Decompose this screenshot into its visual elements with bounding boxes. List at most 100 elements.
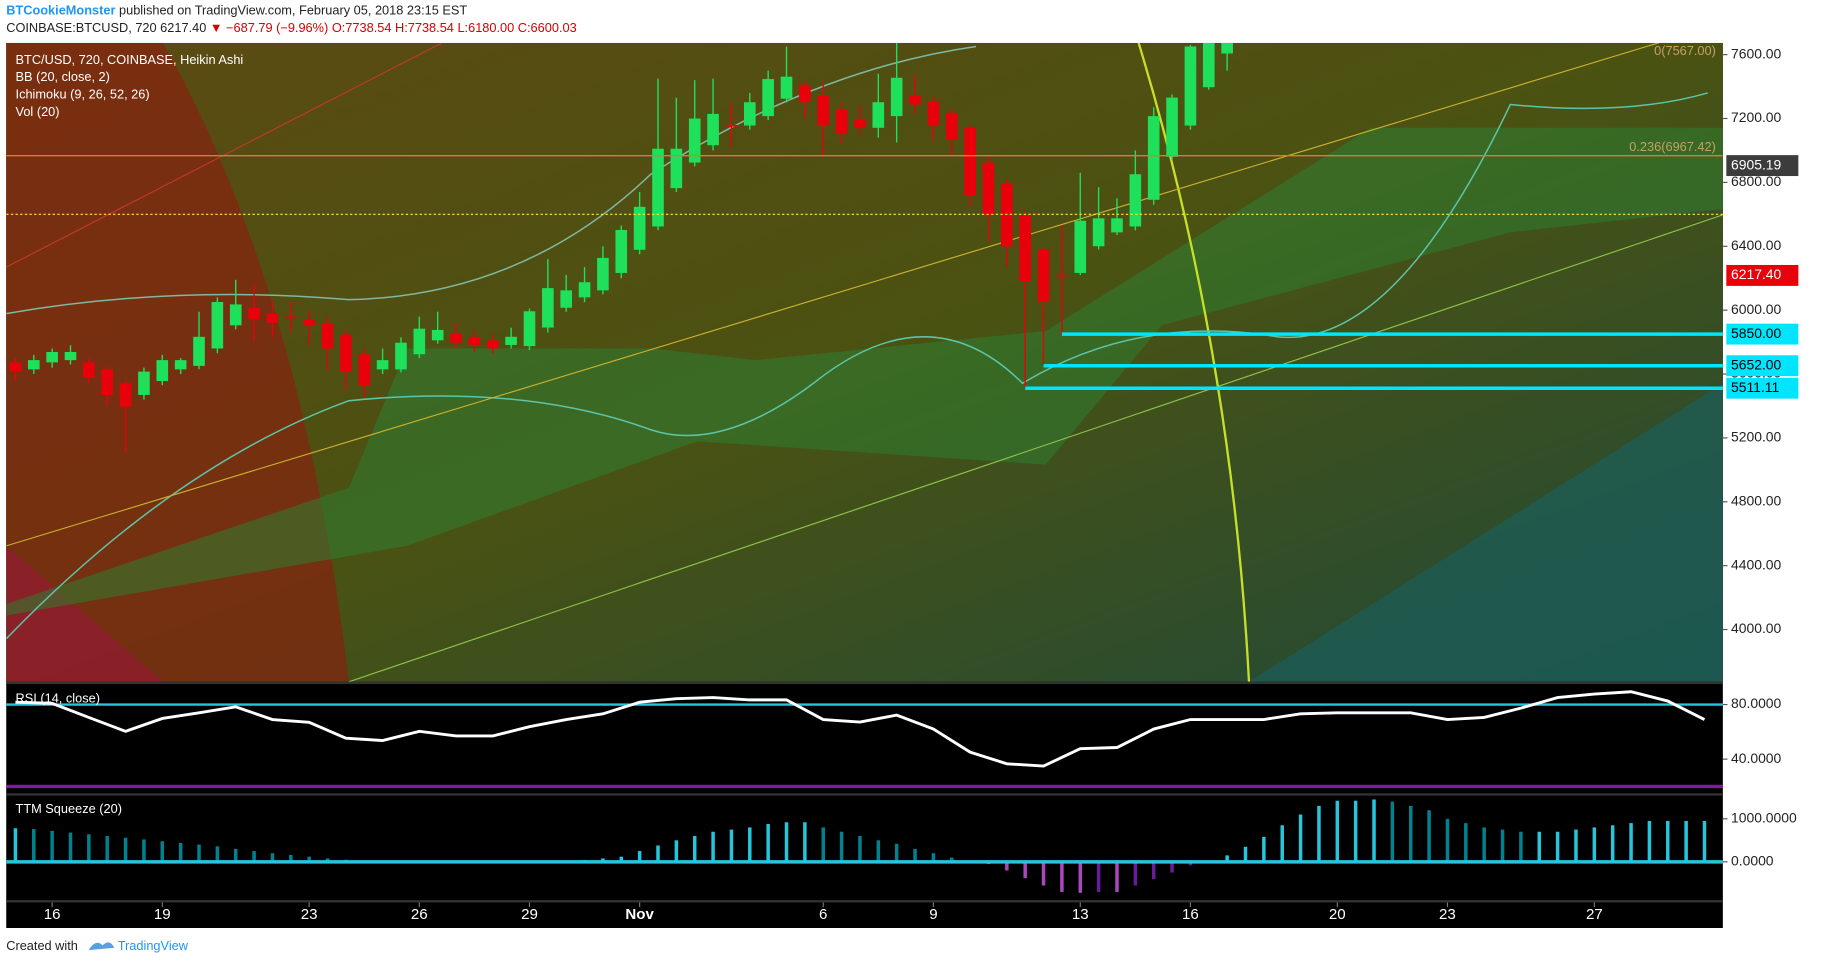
level-label: 5511.11 [1731,379,1780,395]
author: BTCookieMonster [6,3,115,18]
candle-body [211,302,224,349]
candle-body [707,113,719,146]
candle-body [762,79,774,117]
channel-line [6,42,1660,547]
y-tick-label: 1000.0000 [1731,810,1797,826]
y-tick-label: 80.0000 [1731,695,1782,711]
squeeze-bar [839,831,844,862]
squeeze-bar [105,836,109,862]
squeeze-bar [1096,861,1101,892]
squeeze-bar [803,822,807,862]
pane-title: RSI (14, close) [16,691,100,706]
squeeze-bar [711,831,715,862]
squeeze-bar [13,828,18,862]
candle-body [1202,42,1215,88]
y-tick-label: 4400.00 [1731,556,1782,572]
squeeze-bar [784,822,789,862]
candle-body [395,342,407,370]
candle-body [633,206,646,250]
squeeze-bar [692,836,697,862]
squeeze-bar [197,844,201,862]
squeeze-bar [289,854,293,862]
fib-label: 0(7567.00) [1654,43,1716,58]
x-tick-label: 23 [301,906,318,923]
candle-body [964,127,976,196]
squeeze-bar [1023,861,1027,879]
tv-logo [88,942,115,951]
squeeze-bar [307,856,311,862]
squeeze-bar [1445,818,1450,862]
squeeze-bar [1317,805,1321,862]
candle-body [174,360,187,370]
squeeze-bar [270,853,275,862]
squeeze-bar [766,823,770,862]
squeeze-bar [1464,823,1468,862]
squeeze-bar [619,856,624,862]
candle-body [560,290,573,308]
candle-body [27,360,40,370]
candle-body [156,360,169,382]
red-triangle [6,545,164,682]
x-tick-label: 6 [819,906,827,923]
candle-body [229,304,242,326]
y-tick-label: 6400.00 [1731,237,1782,253]
candle-body [83,362,95,378]
candle-body [1221,42,1233,54]
candle-body [358,354,371,386]
price-tag [1726,155,1799,177]
squeeze-bar [729,829,734,862]
candle-body [1111,218,1123,233]
candle-body [799,84,811,103]
squeeze-bar [1353,800,1358,862]
x-tick-label: 20 [1329,906,1346,923]
footer-created: Created with [6,938,78,953]
x-tick-label: 9 [929,906,937,923]
squeeze-bar [1133,861,1138,886]
candle-body [1074,220,1087,273]
x-tick-label: 29 [521,906,538,923]
pane-divider [6,793,1723,796]
squeeze-bar [123,837,128,862]
squeeze-bar [1684,820,1688,862]
candle-body [780,76,793,99]
bb-upper [6,45,977,315]
squeeze-bar [913,848,917,862]
squeeze-bar [1610,825,1615,862]
overlay-shapes [6,42,1723,682]
price-tag [1726,264,1799,286]
candle-body [670,148,683,189]
pane-divider [6,681,1723,685]
squeeze-bar [252,851,256,862]
squeeze-bar [1500,829,1505,862]
candle-body [725,124,738,127]
y-tick-label: 40.0000 [1731,750,1782,766]
candle-body [413,328,426,355]
candle-body [468,336,481,345]
ohlc: O:7738.54 H:7738.54 L:6180.00 C:6600.03 [332,20,577,35]
squeeze-bar [1537,831,1541,862]
squeeze-bar [1005,861,1009,871]
candle-body [597,257,609,291]
candle-body [284,316,297,319]
squeeze-bar [1482,827,1486,862]
squeeze-bar [1298,814,1303,862]
candle-body [486,340,499,349]
squeeze-bar [1170,861,1174,873]
last-price: 6217.40 [160,20,210,35]
candle-body [817,95,830,126]
candle-body [303,319,315,326]
x-tick-label: Nov [625,906,654,923]
candle-body [578,282,591,298]
candle-body [927,101,940,126]
legend-entry: BTC/USD, 720, COINBASE, Heikin Ashi [16,52,244,67]
candle-body [854,119,866,128]
squeeze-bar [1647,820,1652,862]
header-line: BTCookieMonster published on TradingView… [6,3,467,18]
squeeze-bar [674,840,679,862]
x-tick-label: 16 [44,906,61,923]
footer-brand[interactable]: TradingView [118,938,189,953]
candle-body [1037,249,1050,303]
squeeze-bar [1555,831,1560,862]
candle-body [835,109,848,134]
squeeze-bar [1427,810,1431,862]
